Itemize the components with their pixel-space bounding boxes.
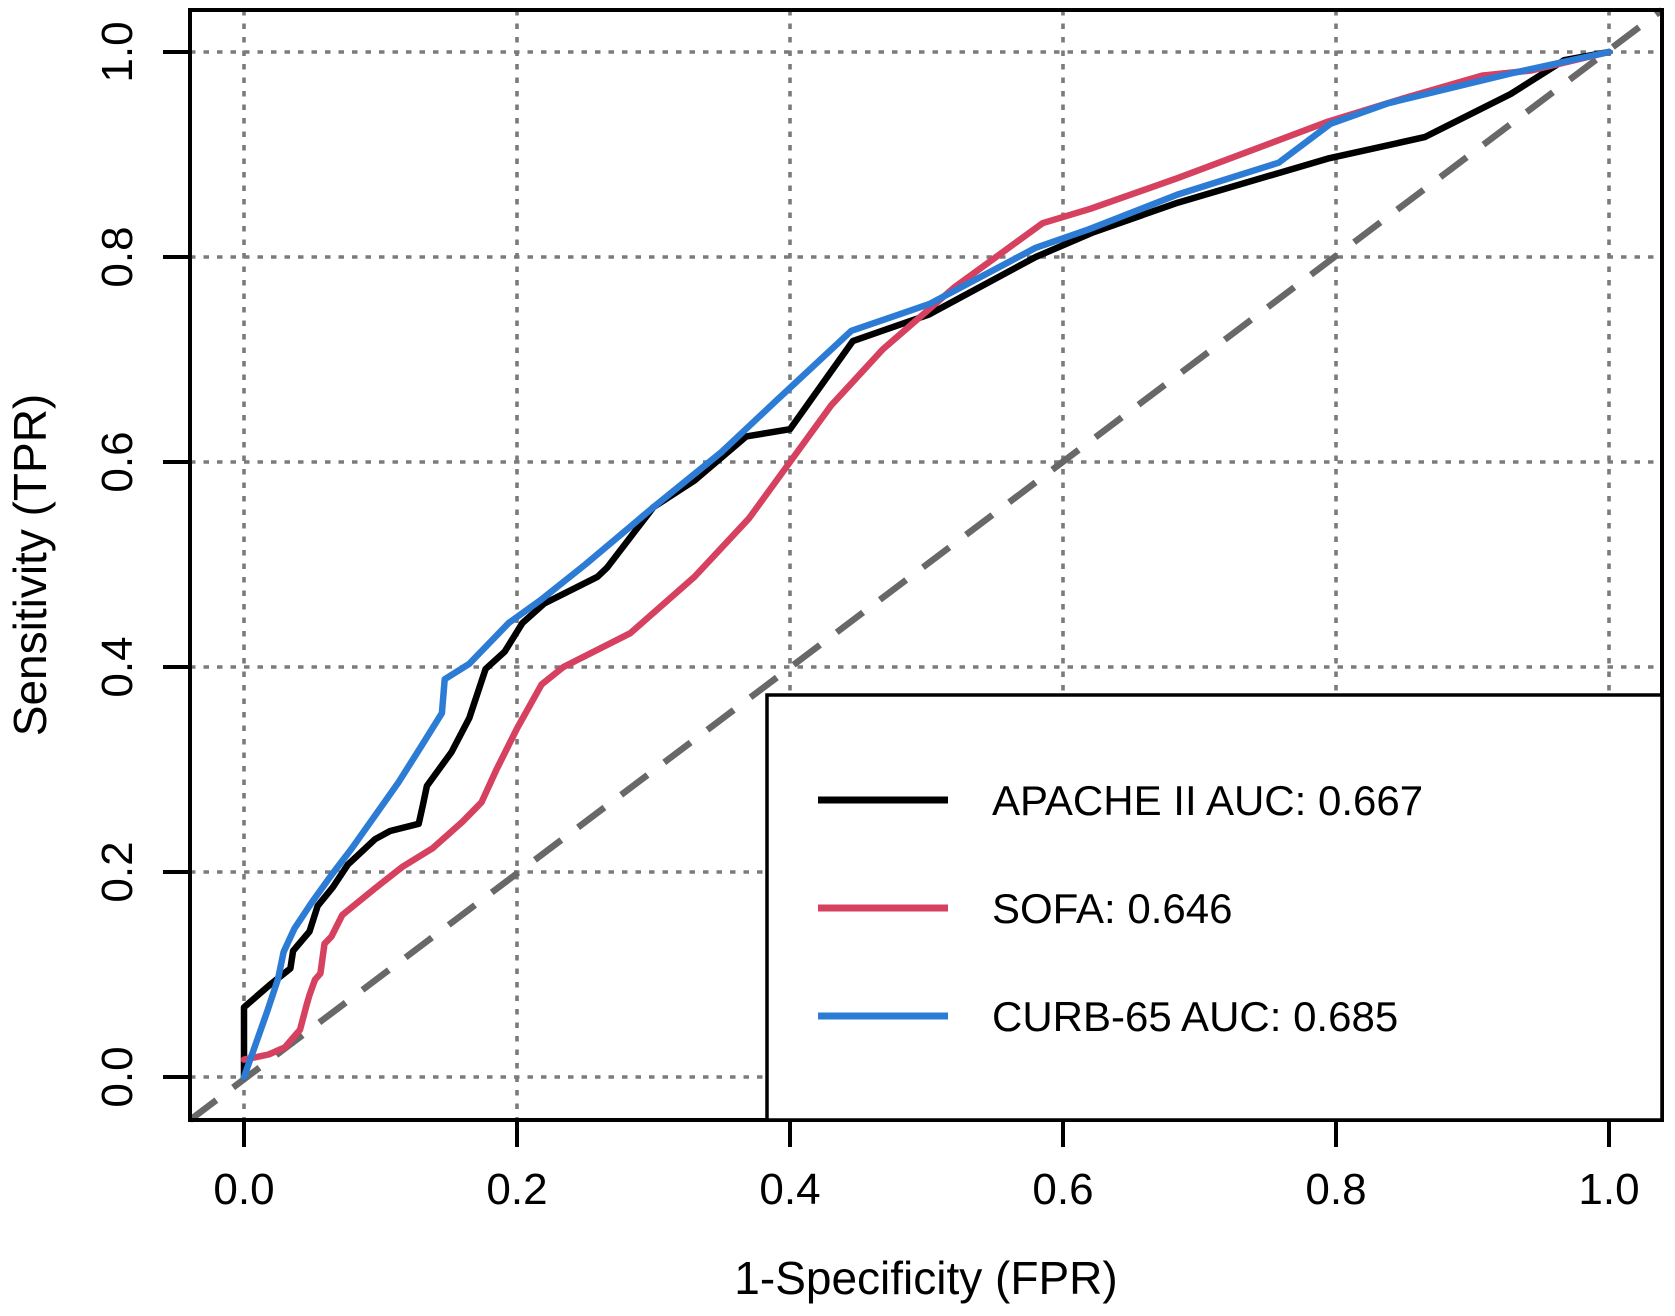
x-axis-title: 1-Specificity (FPR) <box>734 1252 1117 1304</box>
y-tick-label-0.6: 0.6 <box>93 431 142 492</box>
chance-diagonal-line <box>188 7 1664 1123</box>
curb-65-roc-curve <box>240 48 1613 1081</box>
x-tick-label-0.2: 0.2 <box>486 1165 547 1214</box>
apache-ii-roc-curve <box>240 48 1613 1081</box>
chart-label-layer: APACHE II AUC: 0.667 SOFA: 0.646 CURB-65… <box>4 21 1640 1304</box>
x-tick-label-1.0: 1.0 <box>1578 1165 1639 1214</box>
legend-label-apache-ii: APACHE II AUC: 0.667 <box>992 777 1423 824</box>
x-tick-label-0.6: 0.6 <box>1032 1165 1093 1214</box>
chart-drawing-layer <box>163 7 1664 1147</box>
x-tick-label-0.4: 0.4 <box>759 1165 820 1214</box>
x-tick-label-0.0: 0.0 <box>213 1165 274 1214</box>
legend-label-sofa: SOFA: 0.646 <box>992 885 1232 932</box>
y-tick-label-0.0: 0.0 <box>93 1046 142 1107</box>
x-tick-label-0.8: 0.8 <box>1305 1165 1366 1214</box>
y-tick-label-1.0: 1.0 <box>93 21 142 82</box>
y-tick-label-0.8: 0.8 <box>93 226 142 287</box>
sofa-roc-curve <box>240 48 1613 1063</box>
y-tick-label-0.2: 0.2 <box>93 841 142 902</box>
y-axis-title: Sensitivity (TPR) <box>4 394 56 736</box>
legend-label-curb-65: CURB-65 AUC: 0.685 <box>992 993 1398 1040</box>
y-tick-label-0.4: 0.4 <box>93 636 142 697</box>
